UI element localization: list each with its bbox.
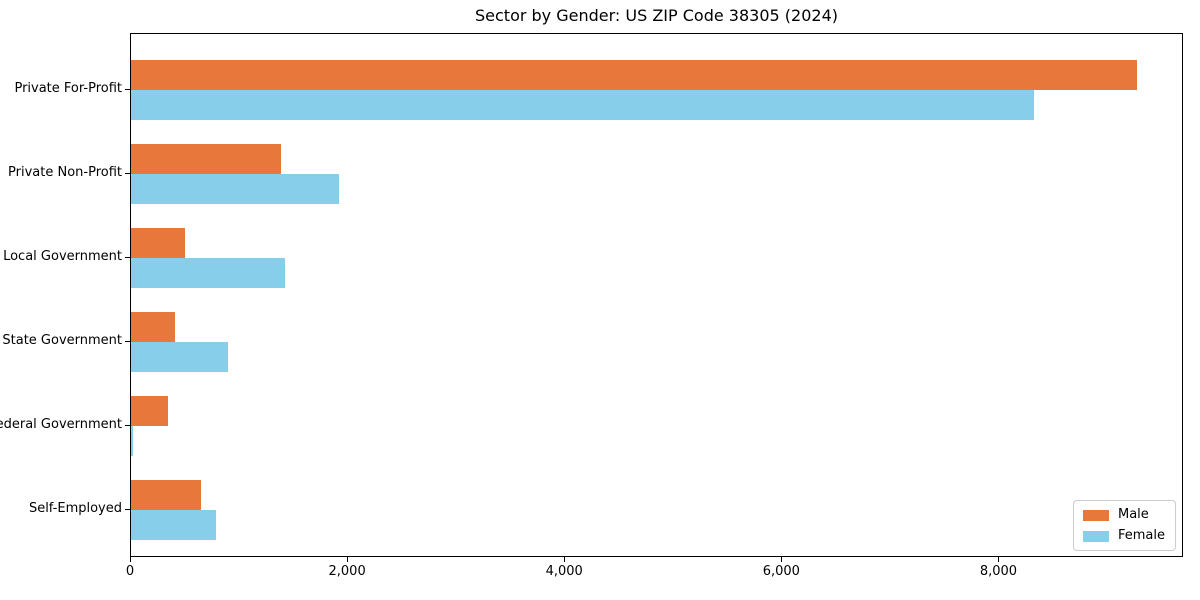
x-tick-label: 4,000 [545, 564, 583, 579]
bar-male [131, 227, 186, 258]
bar-female [131, 173, 340, 204]
y-axis-label: Local Government [3, 248, 122, 264]
bar-female [131, 509, 216, 540]
y-tick-mark [125, 424, 130, 426]
bar-male [131, 479, 202, 510]
legend-swatch-female [1082, 530, 1109, 542]
plot-area: Male Female [130, 33, 1183, 557]
chart-title: Sector by Gender: US ZIP Code 38305 (202… [475, 6, 838, 25]
x-tick-mark [347, 557, 349, 562]
bar-male [131, 311, 175, 342]
y-tick-mark [125, 340, 130, 342]
bar-male [131, 395, 168, 426]
x-tick-label: 2,000 [328, 564, 366, 579]
x-tick-mark [130, 557, 131, 562]
y-axis-label: State Government [2, 332, 122, 348]
bar-male [131, 143, 281, 174]
legend-label: Female [1117, 528, 1165, 543]
legend-swatch-male [1082, 509, 1109, 521]
bar-female [131, 89, 1035, 120]
x-tick-mark [998, 557, 1000, 562]
y-tick-mark [125, 172, 130, 174]
x-tick-mark [781, 557, 783, 562]
legend-label: Male [1117, 507, 1149, 522]
bar-female [131, 341, 228, 372]
y-tick-mark [125, 88, 130, 90]
y-tick-mark [125, 508, 130, 510]
bar-male [131, 59, 1138, 90]
legend: Male Female [1072, 500, 1176, 551]
y-axis-label: Private For-Profit [14, 80, 122, 96]
bar-female [131, 425, 133, 456]
legend-entry-male: Male [1082, 507, 1165, 522]
bar-female [131, 257, 286, 288]
y-axis-label: Federal Government [0, 416, 122, 432]
x-tick-label: 8,000 [979, 564, 1018, 579]
y-axis-label: Self-Employed [28, 500, 122, 516]
x-tick-mark [564, 557, 566, 562]
y-tick-mark [125, 256, 130, 258]
x-tick-label: 0 [125, 564, 135, 579]
y-axis-label: Private Non-Profit [8, 164, 122, 180]
x-tick-label: 6,000 [762, 564, 800, 579]
legend-entry-female: Female [1082, 528, 1165, 543]
